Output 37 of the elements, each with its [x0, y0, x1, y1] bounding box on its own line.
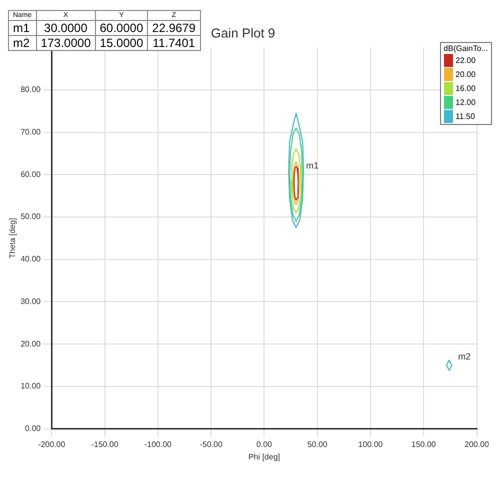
legend-label: 22.00	[456, 56, 476, 64]
text: 30.0000	[36, 20, 96, 36]
x-tick-label: 200.00	[464, 440, 490, 449]
y-tick-label: 40.00	[20, 254, 42, 264]
x-axis-title: Phi [deg]	[248, 452, 280, 462]
x-tick-label: 0.00	[256, 440, 273, 449]
x-tick-label: -100.00	[144, 440, 172, 449]
legend-label: 20.00	[456, 70, 476, 78]
text: m2	[8, 36, 36, 50]
y-tick-label: 30.00	[20, 296, 42, 306]
annotation: 15.0000	[95, 36, 148, 50]
x-tick-label: 100.00	[358, 440, 384, 449]
y-tick-label: 70.00	[20, 128, 42, 137]
y-tick-label: 50.00	[20, 212, 42, 222]
annotation: m1	[306, 160, 319, 171]
x-tick-label: -50.00	[200, 440, 223, 449]
x-tick-label: -150.00	[91, 440, 119, 449]
legend-title: dB(GainTo...	[444, 44, 488, 53]
y-tick-label: 20.00	[20, 339, 42, 348]
legend-label: 16.00	[456, 84, 476, 92]
y-tick-label: 80.00	[20, 85, 42, 94]
annotation: 173.0000	[36, 36, 96, 50]
chart-title: Gain Plot 9	[210, 25, 276, 40]
annotation: 11.7401	[148, 36, 200, 50]
legend-label: 11.50	[456, 112, 475, 120]
legend-label: 12.00	[456, 98, 476, 106]
y-tick-label: 10.00	[20, 382, 42, 391]
y-axis-title: Theta [deg]	[8, 218, 18, 258]
y-tick-label: 60.00	[20, 170, 42, 179]
text: 60.0000	[95, 20, 148, 36]
text: m1	[8, 20, 36, 36]
x-tick-label: -200.00	[38, 440, 66, 449]
text: 22.9679	[148, 20, 200, 36]
x-tick-label: 150.00	[411, 440, 436, 449]
x-tick-label: 50.00	[307, 440, 328, 449]
annotation: m2	[458, 351, 471, 362]
y-tick-label: 0.00	[25, 424, 42, 434]
